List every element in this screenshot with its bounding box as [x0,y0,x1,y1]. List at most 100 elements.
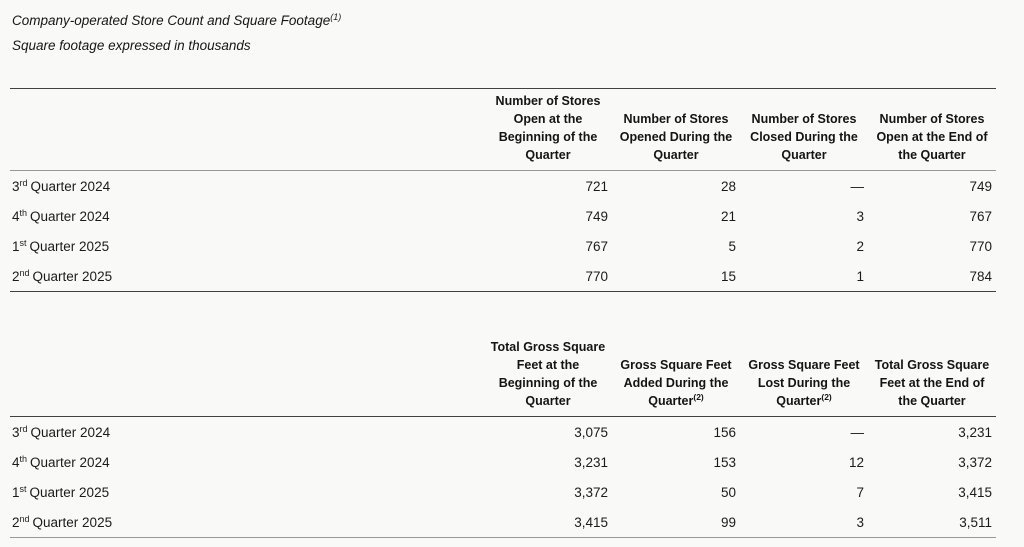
col-header-stores-opened: Number of Stores Opened During the Quart… [612,89,740,171]
cell-value: 21 [720,208,736,224]
table-row-q3-2024: 3rd Quarter 2024 3,075 156 — 3,231 [10,417,996,448]
row-label: 1st Quarter 2025 [10,477,484,507]
cell-value: 2 [856,238,864,254]
ordinal-suffix: rd [19,177,28,188]
store-table-header-row: Number of Stores Open at the Beginning o… [10,89,996,171]
table-row-q2-2025: 2nd Quarter 2025 770 15 1 784 [10,261,996,292]
store-count-table: Number of Stores Open at the Beginning o… [10,88,996,292]
ordinal-suffix: th [19,207,28,218]
col-header-stores-open-end: Number of Stores Open at the End of the … [868,89,996,171]
col-header-sqft-beginning: Total Gross Square Feet at the Beginning… [484,335,612,417]
cell-value: 749 [585,208,608,224]
header-spacer [10,89,484,171]
cell-value: 3,231 [574,454,608,470]
cell-value: 3,372 [574,484,608,500]
cell-value: — [850,424,865,440]
cell-value: 15 [720,268,736,284]
quarter-number: 4 [12,454,20,470]
cell-value: 3,075 [574,424,608,440]
ordinal-suffix: th [19,453,28,464]
page-subtitle: Square footage expressed in thousands [12,38,251,53]
row-label: 4th Quarter 2024 [10,447,484,477]
cell-value: 12 [848,454,864,470]
header-footnote-marker: (2) [693,392,704,402]
ordinal-suffix: st [19,237,27,248]
table-row-q2-2025: 2nd Quarter 2025 3,415 99 3 3,511 [10,507,996,538]
cell-value: 7 [856,484,864,500]
ordinal-suffix: nd [19,267,30,278]
ordinal-suffix: st [19,483,27,494]
col-header-stores-open-beginning: Number of Stores Open at the Beginning o… [484,89,612,171]
quarter-label-text: Quarter 2025 [32,268,113,284]
quarter-number: 1 [12,484,20,500]
col-header-sqft-added: Gross Square Feet Added During the Quart… [612,335,740,417]
quarter-label-text: Quarter 2025 [29,238,110,254]
header-text: Number of Stores Open at the Beginning o… [495,94,601,162]
header-spacer [10,335,484,417]
header-text: Gross Square Feet Added During the Quart… [620,358,732,408]
quarter-number: 4 [12,208,20,224]
cell-value: 156 [713,424,736,440]
col-header-stores-closed: Number of Stores Closed During the Quart… [740,89,868,171]
cell-value: 749 [969,178,992,194]
quarter-label-text: Quarter 2025 [29,484,110,500]
quarter-number: 2 [12,268,20,284]
quarter-number: 2 [12,514,20,530]
ordinal-suffix: rd [19,423,28,434]
sqft-table-header-row: Total Gross Square Feet at the Beginning… [10,335,996,417]
table-row-q1-2025: 1st Quarter 2025 767 5 2 770 [10,231,996,261]
row-label: 2nd Quarter 2025 [10,261,484,292]
cell-value: 3,372 [958,454,992,470]
cell-value: 3,511 [959,514,992,530]
cell-value: 3,415 [958,484,992,500]
table-row-q4-2024: 4th Quarter 2024 3,231 153 12 3,372 [10,447,996,477]
header-text: Number of Stores Closed During the Quart… [750,112,858,162]
quarter-number: 3 [12,424,20,440]
page-title: Company-operated Store Count and Square … [12,13,1024,29]
table-row-q3-2024: 3rd Quarter 2024 721 28 — 749 [10,171,996,202]
title-footnote-marker: (1) [330,12,342,22]
quarter-label-text: Quarter 2024 [30,454,110,470]
cell-value: 5 [728,238,736,254]
quarter-label-text: Quarter 2025 [32,514,113,530]
row-label: 2nd Quarter 2025 [10,507,484,538]
cell-value: 721 [585,178,608,194]
row-label: 1st Quarter 2025 [10,231,484,261]
col-header-sqft-lost: Gross Square Feet Lost During the Quarte… [740,335,868,417]
cell-value: 3 [856,208,864,224]
row-label: 4th Quarter 2024 [10,201,484,231]
cell-value: 770 [585,268,608,284]
cell-value: 1 [856,268,864,284]
quarter-number: 3 [12,178,20,194]
cell-value: 3,415 [574,514,608,530]
table-row-q1-2025: 1st Quarter 2025 3,372 50 7 3,415 [10,477,996,507]
page-title-text: Company-operated Store Count and Square … [12,13,331,28]
cell-value: 99 [720,514,736,530]
cell-value: 767 [585,238,608,254]
quarter-label-text: Quarter 2024 [30,208,110,224]
cell-value: 28 [720,178,736,194]
col-header-sqft-end: Total Gross Square Feet at the End of th… [868,335,996,417]
quarter-label-text: Quarter 2024 [30,424,111,440]
cell-value: 3,231 [958,424,992,440]
row-label: 3rd Quarter 2024 [10,171,484,202]
header-text: Total Gross Square Feet at the Beginning… [490,340,606,408]
cell-value: 767 [969,208,992,224]
intro-section: Company-operated Store Count and Square … [0,0,1024,54]
cell-value: 3 [856,514,864,530]
header-text: Total Gross Square Feet at the End of th… [874,358,990,408]
cell-value: 770 [969,238,992,254]
header-text: Gross Square Feet Lost During the Quarte… [748,358,860,408]
square-footage-table: Total Gross Square Feet at the Beginning… [10,335,996,538]
quarter-number: 1 [12,238,20,254]
header-text: Number of Stores Opened During the Quart… [619,112,733,162]
cell-value: 784 [969,268,992,284]
header-footnote-marker: (2) [821,392,832,402]
quarter-label-text: Quarter 2024 [30,178,111,194]
ordinal-suffix: nd [19,513,30,524]
cell-value: 153 [713,454,736,470]
table-row-q4-2024: 4th Quarter 2024 749 21 3 767 [10,201,996,231]
cell-value: 50 [720,484,736,500]
header-text: Number of Stores Open at the End of the … [876,112,988,162]
